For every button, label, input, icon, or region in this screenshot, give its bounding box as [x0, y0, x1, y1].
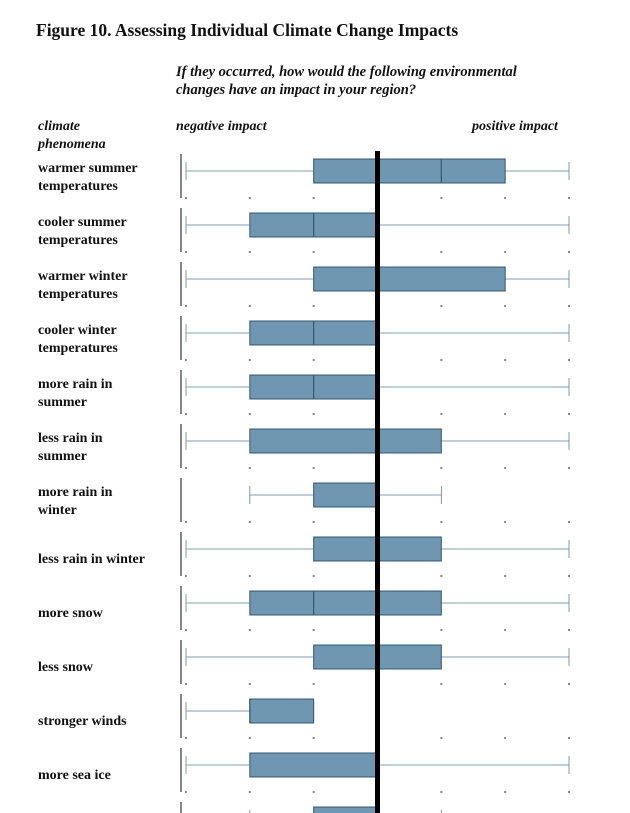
row-label-line: less rain in: [38, 431, 103, 446]
row-label-line: cooler winter: [38, 323, 117, 338]
row-label-line: temperatures: [38, 341, 118, 356]
box-iqr: [313, 158, 506, 184]
figure-title: Figure 10. Assessing Individual Climate …: [36, 20, 459, 40]
row-label: cooler summer temperatures: [38, 215, 127, 248]
climate-phenomena-header: climate phenomena: [38, 118, 148, 154]
question-text: If they occurred, how would the followin…: [176, 63, 596, 99]
box-iqr: [249, 590, 442, 616]
row-label: less rain in summer: [38, 431, 103, 464]
row-label-line: temperatures: [38, 287, 118, 302]
row-label: less rain in winter: [38, 552, 145, 567]
row-label: warmer summer temperatures: [38, 161, 138, 194]
row-label-line: summer: [38, 449, 87, 464]
row-label-line: summer: [38, 395, 87, 410]
row-label-line: more sea ice: [38, 768, 111, 783]
row-label-line: winter: [38, 503, 77, 518]
row-label-line: more snow: [38, 606, 104, 621]
row-label: warmer winter temperatures: [38, 269, 128, 302]
box-iqr: [249, 428, 442, 454]
positive-impact-header: positive impact: [472, 119, 558, 134]
row-label: more snow: [38, 606, 104, 621]
row-label-line: temperatures: [38, 233, 118, 248]
row-label-line: more rain in: [38, 485, 113, 500]
row-label-line: more rain in: [38, 377, 113, 392]
row-label-line: warmer winter: [38, 269, 128, 284]
row-label: more sea ice: [38, 768, 111, 783]
row-label: more rain in winter: [38, 485, 113, 518]
row-label-line: less snow: [38, 660, 94, 675]
row-label: stronger winds: [38, 714, 127, 729]
row-label-line: less rain in winter: [38, 552, 145, 567]
box-iqr: [313, 482, 378, 508]
climate-phenomena-header-line-1: climate: [38, 119, 80, 134]
row-label: more rain in summer: [38, 377, 113, 410]
negative-impact-header: negative impact: [176, 119, 267, 134]
box-iqr: [313, 266, 506, 292]
row-label-line: warmer summer: [38, 161, 138, 176]
row-label-line: temperatures: [38, 179, 118, 194]
question-line-2: changes have an impact in your region?: [176, 82, 417, 98]
question-line-1: If they occurred, how would the followin…: [176, 64, 517, 80]
box-iqr: [249, 698, 315, 724]
climate-phenomena-header-line-2: phenomena: [38, 137, 106, 152]
row-label-line: stronger winds: [38, 714, 127, 729]
row-label: less snow: [38, 660, 94, 675]
row-label: cooler winter temperatures: [38, 323, 118, 356]
row-label-line: cooler summer: [38, 215, 127, 230]
box-iqr: [249, 752, 378, 778]
box-iqr: [313, 806, 378, 813]
